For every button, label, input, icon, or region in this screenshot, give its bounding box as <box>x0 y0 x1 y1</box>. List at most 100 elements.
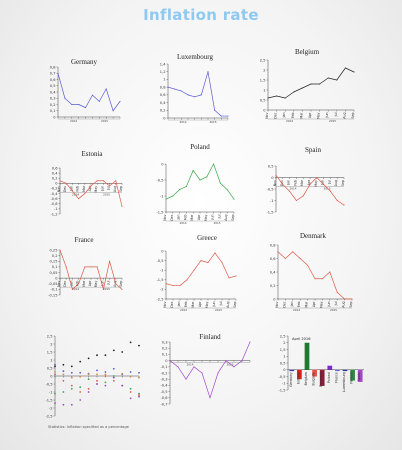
y-tick-label: -1,5 <box>45 398 52 402</box>
scatter-point <box>62 370 65 373</box>
x-tick-label: Dec <box>63 186 67 192</box>
x-tick-label: Dec <box>63 280 67 286</box>
data-point <box>219 182 221 184</box>
data-point <box>344 298 346 300</box>
y-tick-label: -1,5 <box>156 210 163 214</box>
x-tick-label: Mar <box>299 112 303 119</box>
x-tick-label: Aug <box>113 281 117 287</box>
data-point <box>314 278 316 280</box>
scatter-point <box>104 373 107 376</box>
y-tick-label: -0,4 <box>160 384 168 388</box>
bar <box>289 369 295 372</box>
data-point <box>200 94 202 96</box>
x-tick-label: Nov <box>57 281 61 287</box>
chart-title: Luxembourg <box>177 53 214 61</box>
y-tick-label: 1,5 <box>260 78 266 82</box>
chart-title: Spain <box>305 146 321 154</box>
y-tick-label: -1 <box>270 199 274 203</box>
data-point <box>225 360 227 362</box>
scatter-point <box>62 363 65 366</box>
year-label: 2015 <box>103 287 110 291</box>
y-tick-label: 2,5 <box>280 334 286 338</box>
data-point <box>207 261 209 264</box>
y-tick-label: 0,1 <box>162 353 168 357</box>
x-tick-label: Jun <box>327 302 331 308</box>
series-line <box>169 341 251 399</box>
y-tick-label: -0,5 <box>45 382 52 386</box>
scatter-point <box>112 379 115 382</box>
data-point <box>112 110 114 112</box>
x-tick-label: Aug <box>226 302 230 308</box>
year-label: 2015 <box>213 221 220 225</box>
x-tick-label: Jul <box>334 301 338 306</box>
data-point <box>186 279 188 281</box>
x-tick-label: Jan <box>69 186 73 192</box>
data-point <box>90 266 92 268</box>
y-tick-label: 0,4 <box>270 270 276 274</box>
y-tick-label: 0,5 <box>47 366 53 370</box>
y-tick-label: 1 <box>283 355 285 359</box>
scatter-point <box>96 369 98 372</box>
year-label: 2015 <box>330 308 337 312</box>
y-tick-label: 0,3 <box>162 340 168 344</box>
y-tick-label: 0,4 <box>52 171 58 175</box>
data-point <box>65 266 67 268</box>
data-point <box>71 103 73 106</box>
data-point <box>344 67 346 69</box>
chart-title: Belgium <box>295 48 320 56</box>
data-point <box>336 79 338 81</box>
scatter-point <box>138 371 140 374</box>
y-tick-label: 2 <box>283 341 285 345</box>
x-tick-label: Sep <box>231 215 235 221</box>
y-tick-label: 0,2 <box>162 347 168 351</box>
y-tick-label: 0,15 <box>49 260 57 264</box>
data-point <box>78 283 80 285</box>
scatter-point <box>129 341 132 344</box>
y-tick-label: 2,5 <box>47 334 53 338</box>
data-point <box>353 71 355 73</box>
data-point <box>277 251 279 253</box>
x-tick-label: Feb <box>76 281 80 287</box>
data-point <box>200 260 202 262</box>
y-tick-label: 0 <box>165 359 168 363</box>
data-point <box>57 72 59 74</box>
y-tick-label: -0,1 <box>160 365 167 369</box>
scatter-point <box>129 387 132 390</box>
scatter-point <box>138 376 140 379</box>
data-point <box>121 288 123 290</box>
y-tick-label: 0,8 <box>270 243 276 247</box>
scatter-point <box>129 371 132 373</box>
data-point <box>109 260 111 262</box>
x-tick-label: Dec <box>282 301 286 307</box>
y-tick-label: -0,6 <box>50 197 58 201</box>
scatter-point <box>121 372 124 375</box>
chart-title: April 2016 <box>292 337 311 341</box>
y-tick-label: 0,6 <box>50 78 56 82</box>
y-tick-label: -1,5 <box>156 278 163 282</box>
data-point <box>327 77 329 79</box>
data-point <box>102 288 104 290</box>
scatter-point <box>112 375 115 377</box>
scatter-point <box>79 360 82 363</box>
x-tick-label: Jul <box>107 281 111 286</box>
x-tick-label: Belgium <box>304 372 308 385</box>
y-tick-label: 0,5 <box>268 164 274 168</box>
x-tick-label: Jan <box>69 281 73 287</box>
y-tick-label: 2 <box>50 342 52 346</box>
y-tick-label: 0 <box>283 368 286 372</box>
scatter-point <box>87 357 90 360</box>
y-tick-label: -0,1 <box>50 288 57 292</box>
data-point <box>115 180 117 182</box>
x-tick-label: May <box>204 214 208 221</box>
scatter-point <box>96 373 98 376</box>
scatter-point <box>79 391 82 393</box>
series-line <box>57 73 121 112</box>
y-tick-label: -1,5 <box>266 210 273 214</box>
data-point <box>194 96 196 98</box>
x-tick-label: Jan <box>177 215 181 221</box>
year-label: 2015 <box>209 120 216 124</box>
y-tick-label: 0 <box>263 108 266 112</box>
data-point <box>96 266 98 268</box>
bar <box>297 369 302 380</box>
data-point <box>64 97 66 99</box>
